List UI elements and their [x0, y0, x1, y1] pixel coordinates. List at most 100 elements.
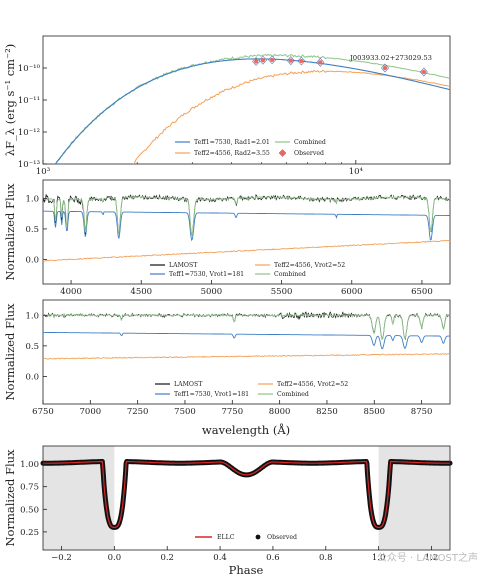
sed-observed-point: [461, 78, 465, 82]
red-plot-area: [42, 311, 451, 360]
spectrum-x-tick-label: 8750: [411, 407, 433, 417]
lc-legend-model-label: ELLC: [217, 534, 235, 541]
lc-plot-area: [40, 446, 453, 550]
blue-legend-combined-label: Combined: [274, 271, 306, 278]
lc-legend-observed-marker: [255, 534, 261, 540]
sed-y-tick-label: 10⁻¹¹: [18, 96, 40, 106]
red-legend: LAMOST Teff1=7530, Vrot1=181 Teff2=4556,…: [155, 381, 348, 398]
spectrum-y-tick-label: 1.0: [25, 194, 39, 204]
lc-y-tick-label: 0.75: [20, 483, 39, 493]
blue-legend-comp1-label: Teff1=7530, Vrot1=181: [169, 271, 244, 278]
spectrum-comp1-line: [43, 331, 450, 350]
red-legend-comp1-label: Teff1=7530, Vrot1=181: [174, 391, 249, 398]
spectrum-x-tick-label: 7000: [80, 407, 102, 417]
lc-x-tick-label: 0.4: [213, 553, 227, 563]
sed-observed-point: [299, 58, 304, 64]
sed-observed-point: [270, 57, 275, 62]
red-ticks: 6750 7000 7250 7500 7750 8000 8250 8500 8750 0.0 0…: [25, 311, 432, 417]
lc-x-tick-label: 0.2: [160, 553, 174, 563]
blue-axes-frame: [42, 179, 451, 285]
spectrum-x-tick-label: 7750: [221, 407, 243, 417]
spectrum-red-panel: 6750 7000 7250 7500 7750 8000 8250 8500 8750 0.0 0…: [3, 299, 451, 437]
sed-star-label: J003933.02+273029.53: [349, 54, 432, 62]
spectrum-x-tick-label: 4500: [130, 287, 152, 297]
spectrum-comp2-line: [42, 239, 451, 262]
spectrum-comp1-line: [43, 210, 450, 242]
red-axes-frame: [42, 299, 451, 405]
spectrum-y-tick-label: 0.5: [25, 225, 39, 235]
spectrum-y-tick-label: 0.0: [25, 372, 39, 382]
spectrum-y-tick-label: 0.0: [25, 256, 39, 266]
blue-legend-lamost-label: LAMOST: [169, 262, 198, 269]
lc-legend: ELLC Observed: [195, 534, 297, 541]
sed-comp1-line: [54, 58, 450, 164]
spectrum-x-tick-label: 6500: [411, 287, 433, 297]
sed-observed-marker-outline: [259, 55, 268, 65]
blue-y-axis-label: Normalized Flux: [3, 183, 17, 281]
lc-x-tick-label: −0.2: [51, 553, 72, 563]
spectrum-combined-line: [42, 195, 451, 236]
spectrum-blue-panel: 4000 4500 5000 5500 6000 6500 0.0 0.5 1.0 Normal…: [3, 179, 451, 297]
sed-observed-point: [382, 65, 388, 71]
lc-x-axis-label: Phase: [229, 563, 264, 577]
spectrum-x-tick-label: 8000: [269, 407, 291, 417]
sed-comp2-line: [133, 69, 450, 164]
sed-legend-observed-label: Observed: [294, 150, 324, 157]
sed-legend-observed-marker: [278, 149, 287, 157]
spectrum-x-tick-label: 6000: [341, 287, 363, 297]
sed-observed-marker-outline: [419, 67, 428, 77]
sed-observed-marker-outline: [459, 76, 466, 84]
lc-x-tick-label: 1.0: [372, 553, 386, 563]
spectrum-y-tick-label: 1.0: [25, 311, 39, 321]
lc-legend-observed-label: Observed: [267, 534, 297, 541]
spectrum-x-tick-label: 7250: [127, 407, 149, 417]
sed-observed-marker-outline: [286, 56, 295, 66]
lc-y-tick-label: 0.25: [20, 528, 39, 538]
sed-plot-area: [54, 53, 466, 164]
sed-y-tick-label: 10⁻¹²: [18, 128, 40, 138]
sed-y-tick-label: 10⁻¹⁰: [18, 64, 41, 74]
sed-x-tick-label: 10⁴: [349, 167, 364, 177]
spectrum-x-tick-label: 5500: [271, 287, 293, 297]
spectrum-x-tick-label: 8500: [363, 407, 385, 417]
lc-model-line: [43, 460, 450, 528]
sed-legend-comp1-label: Teff1=7530, Rad1=2.01: [194, 139, 270, 146]
red-legend-combined-label: Combined: [277, 391, 309, 398]
lc-x-tick-label: 0.8: [319, 553, 333, 563]
lc-x-tick-label: 0.6: [266, 553, 280, 563]
spectrum-lamost-line: [42, 193, 451, 236]
lc-y-tick-label: 0.50: [20, 505, 39, 515]
spectrum-x-tick-label: 7500: [174, 407, 196, 417]
sed-observed-marker-outline: [381, 63, 390, 73]
sed-observed-point: [421, 69, 426, 75]
lc-ticks: −0.2 0.0 0.2 0.4 0.6 0.8 1.0 1.2 0.25 0.50 0.75 1.0…: [20, 460, 438, 563]
lc-axes-frame: [42, 445, 451, 551]
sed-observed-marker-outline: [316, 57, 325, 67]
spectrum-comp2-line: [42, 353, 450, 360]
sed-combined-line: [55, 53, 450, 164]
sed-clipped-group: [54, 53, 466, 164]
sed-observed-point: [254, 59, 259, 64]
red-y-axis-label: Normalized Flux: [3, 303, 17, 401]
sed-y-axis-label: λF_λ (erg s⁻¹ cm⁻²): [3, 44, 17, 157]
sed-y-tick-label: 10⁻¹³: [18, 160, 40, 170]
sed-observed-point: [260, 58, 266, 63]
sed-observed-point: [288, 58, 293, 63]
spectrum-y-tick-label: 0.5: [25, 342, 39, 352]
watermark: 公众号 · LAMOST之声: [377, 551, 478, 564]
blue-ticks: 4000 4500 5000 5500 6000 6500 0.0 0.5 1.0: [25, 194, 432, 297]
lc-x-tick-label: 0.0: [108, 553, 122, 563]
sed-x-tick-label: 10³: [36, 167, 50, 177]
blue-legend-comp2-label: Teff2=4556, Vrot2=52: [274, 262, 345, 269]
red-legend-lamost-label: LAMOST: [174, 381, 203, 388]
sed-observed-marker-outline: [297, 56, 306, 66]
sed-legend: Teff1=7530, Rad1=2.01 Teff2=4556, Rad2=3…: [175, 139, 326, 157]
lc-y-tick-label: 1.00: [20, 460, 39, 470]
sed-legend-combined-label: Combined: [294, 139, 326, 146]
blue-legend: LAMOST Teff1=7530, Vrot1=181 Teff2=4556,…: [150, 262, 345, 278]
lc-x-tick-label: 1.2: [425, 553, 439, 563]
lc-y-axis-label: Normalized Flux: [3, 449, 17, 547]
